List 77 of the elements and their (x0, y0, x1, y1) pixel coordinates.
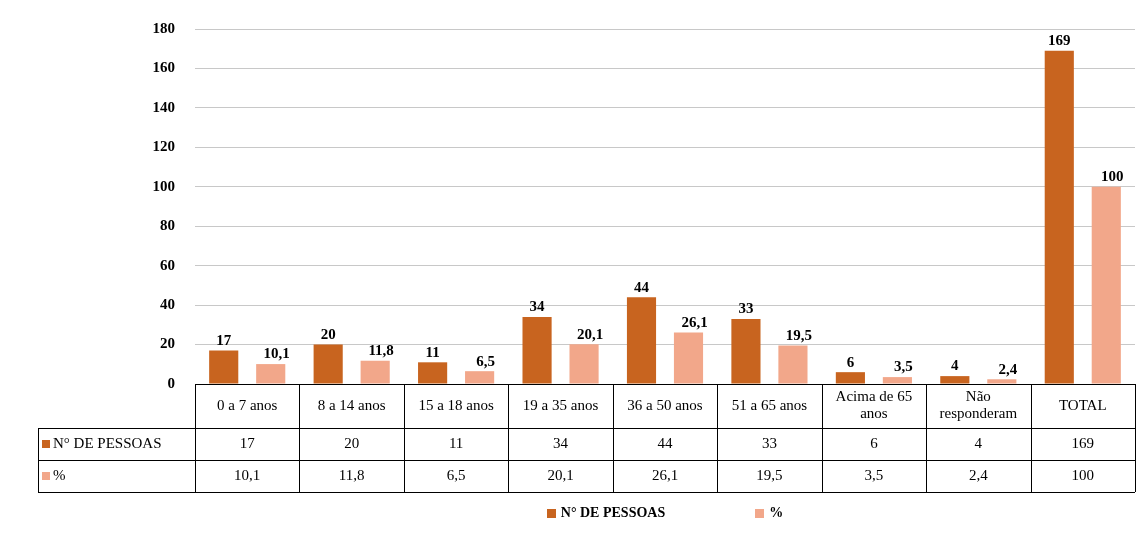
data-label: 20,1 (547, 466, 574, 483)
x-tick-label: 19 a 35 anos (522, 396, 599, 413)
text: 3,5 (894, 358, 913, 375)
y-tick-label: 0 (167, 374, 175, 391)
legend-label: % (769, 505, 784, 521)
text: 44 (634, 278, 649, 295)
text: 20,1 (576, 325, 604, 342)
text: 11,8 (368, 342, 394, 359)
bar (209, 350, 239, 384)
x-tick-label: 36 a 50 anos (627, 396, 703, 413)
text: 19,5 (785, 326, 813, 343)
bar (987, 379, 1017, 384)
data-label: 19,5 (756, 466, 783, 483)
bar (1044, 50, 1074, 384)
bar (465, 371, 495, 384)
data-label: 4 (974, 434, 983, 451)
y-tick-label: 180 (152, 19, 175, 36)
bar (1091, 186, 1121, 384)
text: 4 (951, 357, 959, 374)
bar (418, 362, 448, 384)
data-label: 11,8 (338, 466, 365, 483)
bar (569, 344, 599, 384)
legend-label: N° DE PESSOAS (53, 434, 162, 451)
x-tick-label: Acima de 65 anos (835, 388, 913, 422)
data-label: 44 (657, 434, 673, 451)
y-tick-label: 140 (152, 98, 175, 115)
data-label: 17 (239, 434, 256, 451)
y-tick-label: 40 (160, 295, 175, 312)
bar (673, 332, 704, 384)
data-label: 34 (553, 434, 569, 451)
x-tick-label: 15 a 18 anos (418, 396, 494, 413)
text: 169 (1048, 32, 1071, 49)
data-label: 6 (870, 434, 879, 451)
data-label: 26,1 (651, 466, 679, 483)
bar (626, 297, 657, 384)
data-label: 6,5 (446, 466, 466, 483)
y-tick-label: 100 (152, 177, 175, 194)
bar (360, 360, 390, 384)
x-tick-label: 8 a 14 anos (317, 396, 386, 413)
bar (731, 318, 761, 384)
data-label: 3,5 (864, 466, 884, 483)
data-label: 169 (1071, 434, 1095, 451)
bar (882, 377, 912, 384)
y-tick-label: 20 (160, 335, 175, 352)
bar (940, 376, 970, 384)
text: N° DE PESSOAS (560, 505, 666, 520)
text: 11 (425, 343, 440, 360)
data-label: 11 (448, 434, 464, 451)
data-label: 2,4 (968, 466, 989, 483)
y-tick-label: 60 (160, 256, 175, 273)
data-label: 33 (761, 434, 777, 451)
data-label: 100 (1071, 466, 1095, 483)
bar (835, 372, 865, 384)
text: 26,1 (681, 313, 708, 330)
bar (522, 316, 552, 384)
data-label: 10,1 (234, 466, 261, 483)
bar (256, 364, 286, 384)
text: 100 (1101, 168, 1124, 185)
y-tick-label: 80 (160, 217, 175, 234)
text: 2,4 (998, 360, 1018, 377)
x-tick-label: TOTAL (1058, 396, 1107, 413)
y-tick-label: 160 (152, 59, 175, 76)
text: 17 (216, 331, 232, 348)
bar (313, 344, 343, 384)
y-tick-label: 120 (152, 138, 175, 155)
text: % (53, 466, 66, 483)
text: 6,5 (476, 352, 495, 369)
text: 6 (846, 353, 855, 370)
text: 20 (320, 325, 336, 342)
bar (778, 345, 808, 384)
x-tick-label: 0 a 7 anos (217, 396, 278, 413)
text: 34 (529, 298, 545, 315)
text: 10,1 (263, 345, 290, 362)
x-tick-label: Não responderam (939, 388, 1018, 422)
text: 33 (738, 300, 754, 317)
data-label: 20 (344, 434, 360, 451)
x-tick-label: 51 a 65 anos (731, 396, 808, 413)
